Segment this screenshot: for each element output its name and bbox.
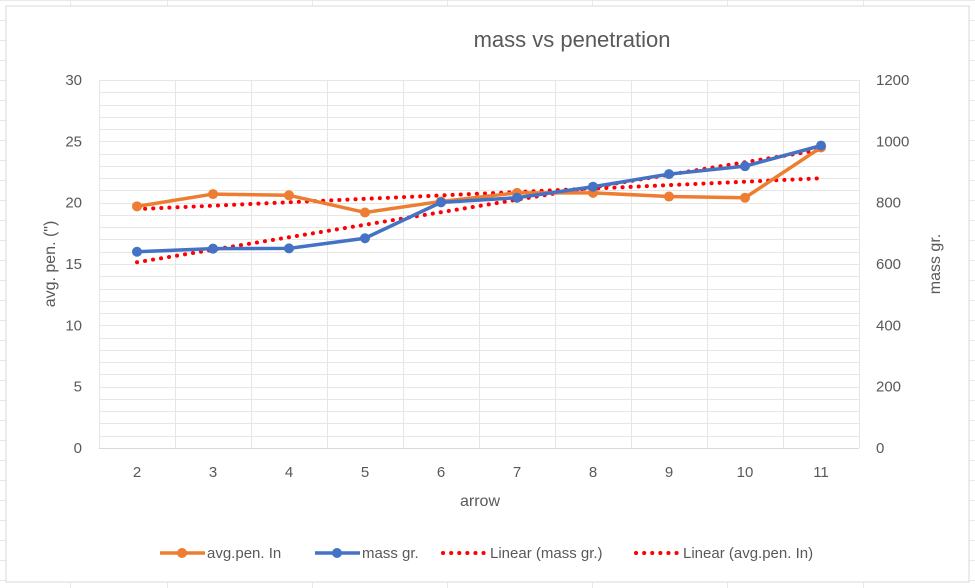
x-tick-label: 7 xyxy=(513,464,521,481)
x-tick-label: 2 xyxy=(133,464,141,481)
right-tick-label: 800 xyxy=(876,195,901,212)
data-point xyxy=(816,140,826,151)
left-tick-label: 25 xyxy=(65,133,82,150)
trendlines xyxy=(135,147,823,265)
x-tick-label: 8 xyxy=(589,464,597,481)
legend[interactable]: avg.pen. In mass gr. Linear (mass gr.) Line… xyxy=(160,545,813,562)
trendline xyxy=(135,147,823,265)
x-tick-label: 3 xyxy=(209,464,217,481)
left-axis-ticks: 0 5 10 15 20 25 30 xyxy=(65,72,82,457)
x-tick-label: 11 xyxy=(813,464,829,481)
data-point xyxy=(208,243,218,254)
legend-marker xyxy=(177,548,187,558)
data-point xyxy=(588,181,598,192)
data-point xyxy=(512,192,522,203)
right-tick-label: 200 xyxy=(876,379,901,396)
x-tick-label: 4 xyxy=(285,464,293,481)
right-tick-label: 1200 xyxy=(876,72,909,89)
legend-label: mass gr. xyxy=(362,545,419,562)
series-line xyxy=(136,143,822,254)
data-point xyxy=(436,197,446,208)
data-point xyxy=(360,233,370,244)
right-axis-title: mass gr. xyxy=(927,234,944,294)
plot-gridlines xyxy=(99,80,860,449)
trendline xyxy=(135,176,823,212)
data-series xyxy=(132,140,826,257)
right-tick-label: 600 xyxy=(876,256,901,273)
chart-area[interactable] xyxy=(5,5,970,583)
left-tick-label: 5 xyxy=(74,379,82,396)
right-tick-label: 400 xyxy=(876,317,901,334)
left-tick-label: 10 xyxy=(65,317,82,334)
x-tick-label: 10 xyxy=(737,464,754,481)
legend-label: avg.pen. In xyxy=(207,545,281,562)
series-line xyxy=(136,146,822,215)
data-point xyxy=(740,161,750,172)
right-tick-label: 1000 xyxy=(876,133,909,150)
data-point xyxy=(360,207,370,218)
chart-title: mass vs penetration xyxy=(474,27,671,52)
left-tick-label: 15 xyxy=(65,256,82,273)
data-point xyxy=(664,169,674,180)
x-tick-label: 9 xyxy=(665,464,673,481)
left-tick-label: 30 xyxy=(65,72,82,89)
legend-label: Linear (avg.pen. In) xyxy=(683,545,813,562)
data-point xyxy=(132,246,142,257)
x-tick-label: 5 xyxy=(361,464,369,481)
data-point xyxy=(132,201,142,212)
data-point xyxy=(284,243,294,254)
legend-label: Linear (mass gr.) xyxy=(490,545,603,562)
left-tick-label: 0 xyxy=(74,440,82,457)
data-point xyxy=(284,190,294,201)
data-point xyxy=(740,192,750,203)
right-axis-ticks: 0 200 400 600 800 1000 1200 xyxy=(876,72,909,457)
data-point xyxy=(208,189,218,200)
data-point xyxy=(664,191,674,202)
x-axis-ticks: 2 3 4 5 6 7 8 9 10 11 xyxy=(133,464,829,481)
x-axis-title: arrow xyxy=(460,493,500,510)
x-tick-label: 6 xyxy=(437,464,445,481)
left-tick-label: 20 xyxy=(65,195,82,212)
right-tick-label: 0 xyxy=(876,440,884,457)
legend-marker xyxy=(332,548,342,558)
left-axis-title: avg. pen. (") xyxy=(42,221,59,308)
